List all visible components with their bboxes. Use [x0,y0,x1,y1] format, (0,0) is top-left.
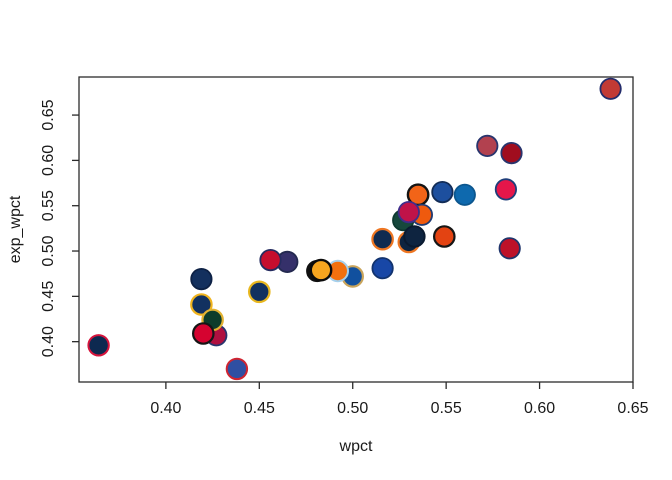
x-tick-label: 0.50 [337,400,368,417]
data-point [432,225,456,248]
data-point [599,77,622,100]
data-point [190,293,213,316]
data-point [453,183,476,206]
data-point [476,134,499,157]
data-point [403,225,426,248]
data-point [494,178,517,201]
y-tick-label: 0.65 [40,99,57,130]
data-point [247,280,271,304]
y-tick-label: 0.55 [40,190,57,221]
data-point [397,201,420,224]
data-point [192,322,215,345]
y-tick-label: 0.60 [40,145,57,176]
data-point [190,267,213,291]
x-tick-label: 0.60 [524,400,555,417]
data-point [500,142,523,165]
y-tick-label: 0.50 [40,235,57,266]
data-point [259,249,282,272]
data-point [309,258,333,282]
data-point [498,237,521,260]
x-tick-label: 0.40 [150,400,181,417]
y-axis-title: exp_wpct [7,195,24,263]
y-tick-label: 0.40 [40,326,57,357]
x-tick-label: 0.55 [431,400,462,417]
x-tick-label: 0.65 [617,400,648,417]
plot-box [78,76,634,383]
data-point [431,181,454,204]
x-axis-title: wpct [339,438,373,455]
x-tick-label: 0.45 [244,400,275,417]
data-point [371,227,394,251]
data-point [87,334,110,357]
data-point [371,257,394,280]
data-point [225,357,249,381]
y-tick-label: 0.45 [40,281,57,312]
